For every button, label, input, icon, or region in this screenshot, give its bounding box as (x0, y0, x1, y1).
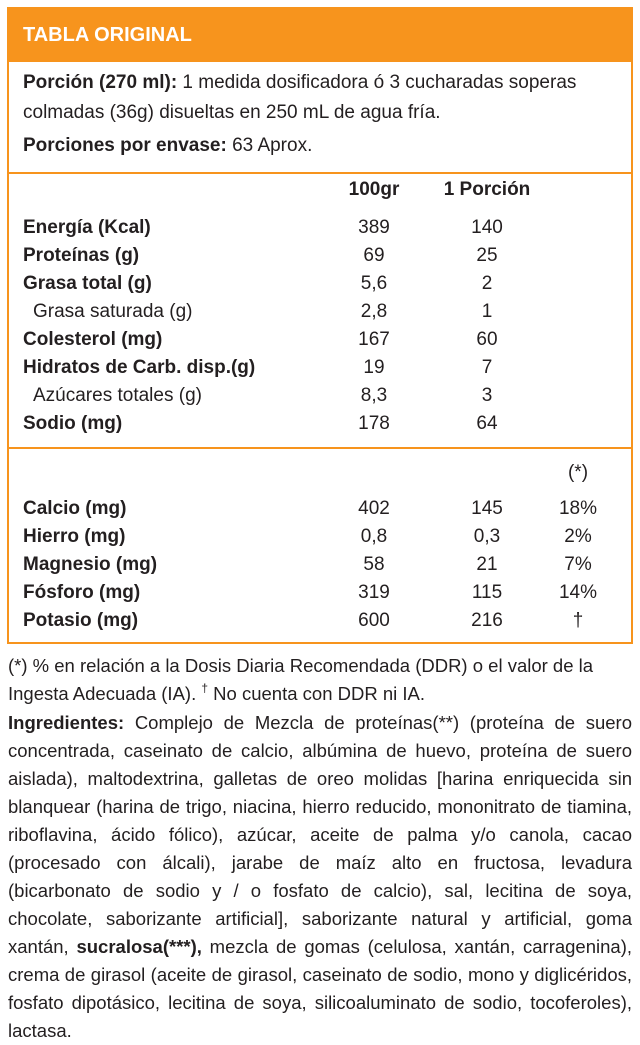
row-label: Potasio (mg) (23, 610, 139, 631)
pct-header-row: (*) (23, 459, 623, 486)
value-portion: 216 (471, 610, 503, 631)
ingredients-label: Ingredientes: (8, 712, 125, 733)
row-label: Colesterol (mg) (23, 329, 163, 350)
row-label: Energía (Kcal) (23, 217, 151, 238)
value-100gr: 319 (358, 582, 390, 603)
value-100gr: 2,8 (360, 301, 388, 322)
table-row: Azúcares totales (g) 8,3 3 (23, 382, 623, 409)
portion-label: Porción (270 ml): (23, 72, 178, 93)
table-title: TABLA ORIGINAL (9, 9, 631, 62)
row-label: Grasa total (g) (23, 273, 152, 294)
value-portion: 21 (476, 554, 498, 575)
value-100gr: 167 (358, 329, 390, 350)
table-row: Colesterol (mg) 167 60 (23, 326, 623, 353)
footnote-text: (*) % en relación a la Dosis Diaria Reco… (8, 655, 594, 704)
table-row: Grasa total (g) 5,6 2 (23, 270, 623, 297)
value-100gr: 0,8 (360, 526, 388, 547)
value-100gr: 8,3 (360, 385, 388, 406)
ingredients: Ingredientes: Complejo de Mezcla de prot… (8, 709, 632, 1045)
serving-info: Porción (270 ml): 1 medida dosificadora … (23, 68, 623, 156)
value-portion: 1 (481, 301, 493, 322)
row-label: Sodio (mg) (23, 413, 123, 434)
value-portion: 115 (471, 582, 503, 603)
footnote: (*) % en relación a la Dosis Diaria Reco… (8, 652, 632, 708)
value-portion: 3 (481, 385, 493, 406)
value-portion: 7 (481, 357, 493, 378)
dagger-mark: † (201, 681, 209, 695)
value-portion: 64 (476, 413, 498, 434)
portion-text: 1 medida dosificadora ó 3 cucharadas sop… (23, 72, 577, 123)
table-row: Potasio (mg) 600 216 † (23, 607, 623, 634)
value-100gr: 69 (363, 245, 385, 266)
column-pct-ddr: (*) (567, 462, 589, 483)
value-100gr: 58 (363, 554, 385, 575)
value-100gr: 402 (358, 498, 390, 519)
row-label: Azúcares totales (g) (33, 385, 202, 406)
table-row: Magnesio (mg) 58 21 7% (23, 551, 623, 578)
ingredients-sweetener: sucralosa(***), (76, 936, 202, 957)
value-100gr: 178 (358, 413, 390, 434)
column-100gr: 100gr (348, 179, 400, 200)
footnote-dagger-text: No cuenta con DDR ni IA. (208, 683, 426, 704)
value-100gr: 5,6 (360, 273, 388, 294)
row-label: Calcio (mg) (23, 498, 127, 519)
table-row: Hierro (mg) 0,8 0,3 2% (23, 523, 623, 550)
value-pct: † (572, 610, 584, 631)
value-pct: 14% (558, 582, 598, 603)
portion-line: Porción (270 ml): 1 medida dosificadora … (23, 68, 623, 128)
row-label: Hierro (mg) (23, 526, 126, 547)
per-pack-label: Porciones por envase: (23, 135, 227, 156)
value-portion: 0,3 (473, 526, 501, 547)
per-pack-line: Porciones por envase: 63 Aprox. (23, 131, 312, 161)
table-row: Fósforo (mg) 319 115 14% (23, 579, 623, 606)
value-pct: 2% (564, 526, 592, 547)
column-portion: 1 Porción (443, 179, 531, 200)
table-row: Calcio (mg) 402 145 18% (23, 495, 623, 522)
divider (9, 447, 631, 449)
row-label: Magnesio (mg) (23, 554, 158, 575)
table-row: Hidratos de Carb. disp.(g) 19 7 (23, 354, 623, 381)
value-pct: 7% (564, 554, 592, 575)
value-portion: 60 (476, 329, 498, 350)
row-label: Proteínas (g) (23, 245, 140, 266)
per-pack-text: 63 Aprox. (226, 135, 313, 156)
row-label: Hidratos de Carb. disp.(g) (23, 357, 256, 378)
value-pct: 18% (558, 498, 598, 519)
row-label: Grasa saturada (g) (33, 301, 193, 322)
row-label: Fósforo (mg) (23, 582, 141, 603)
value-100gr: 19 (363, 357, 385, 378)
column-header-row: 100gr 1 Porción (23, 176, 623, 203)
table-row: Energía (Kcal) 389 140 (23, 214, 623, 241)
table-row: Sodio (mg) 178 64 (23, 410, 623, 437)
value-100gr: 600 (358, 610, 390, 631)
value-portion: 2 (481, 273, 493, 294)
value-portion: 140 (471, 217, 503, 238)
table-row: Proteínas (g) 69 25 (23, 242, 623, 269)
nutrition-table: TABLA ORIGINAL Porción (270 ml): 1 medid… (7, 7, 633, 644)
value-portion: 25 (476, 245, 498, 266)
table-row: Grasa saturada (g) 2,8 1 (23, 298, 623, 325)
value-100gr: 389 (358, 217, 390, 238)
ingredients-text: Complejo de Mezcla de proteínas(**) (pro… (8, 712, 632, 957)
divider (9, 172, 631, 174)
value-portion: 145 (471, 498, 503, 519)
